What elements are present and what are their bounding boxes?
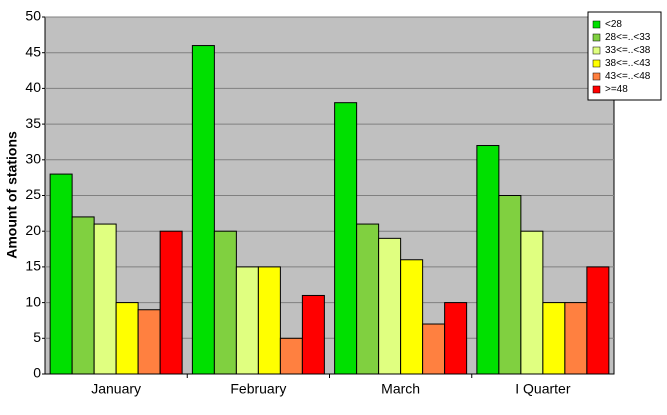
bar bbox=[400, 259, 424, 375]
bar bbox=[498, 195, 522, 375]
y-tick-label: 45 bbox=[25, 43, 41, 59]
bar bbox=[542, 302, 566, 375]
y-tick-label: 30 bbox=[25, 151, 41, 167]
y-tick-label: 20 bbox=[25, 222, 41, 238]
y-tick-label: 5 bbox=[33, 329, 41, 345]
bar bbox=[49, 173, 73, 375]
legend-label: <28 bbox=[605, 19, 622, 30]
y-tick-label: 35 bbox=[25, 115, 41, 131]
bar bbox=[444, 302, 468, 375]
bar bbox=[586, 266, 610, 375]
bar bbox=[356, 223, 380, 375]
y-tick-label: 50 bbox=[25, 8, 41, 24]
legend-label: 33<=..<38 bbox=[605, 45, 651, 56]
y-tick-label: 15 bbox=[25, 258, 41, 274]
y-tick-label: 10 bbox=[25, 293, 41, 309]
y-tick-label: 0 bbox=[33, 365, 41, 381]
bar bbox=[235, 266, 259, 375]
legend-swatch bbox=[592, 59, 601, 68]
legend-swatch bbox=[592, 46, 601, 55]
bar bbox=[191, 45, 215, 375]
x-tick-label: January bbox=[91, 381, 141, 397]
legend-swatch bbox=[592, 20, 601, 29]
bar bbox=[301, 294, 325, 375]
legend-swatch bbox=[592, 85, 601, 94]
bar bbox=[279, 337, 303, 375]
x-tick-label: March bbox=[381, 381, 420, 397]
y-tick-label: 40 bbox=[25, 79, 41, 95]
legend-label: 43<=..<48 bbox=[605, 71, 651, 82]
bar bbox=[213, 230, 237, 375]
bar bbox=[257, 266, 281, 375]
x-tick-label: I Quarter bbox=[515, 381, 571, 397]
legend: <28 28<=..<33 33<=..<38 38<=..<43 43<=..<48 >… bbox=[587, 11, 662, 101]
legend-swatch bbox=[592, 33, 601, 42]
legend-swatch bbox=[592, 72, 601, 81]
legend-label: 28<=..<33 bbox=[605, 32, 651, 43]
y-axis-label: Amount of stations bbox=[4, 131, 20, 259]
legend-label: >=48 bbox=[605, 84, 628, 95]
bar bbox=[422, 323, 446, 375]
bar bbox=[71, 216, 95, 375]
legend-label: 38<=..<43 bbox=[605, 58, 651, 69]
bar bbox=[137, 309, 161, 375]
y-tick-label: 25 bbox=[25, 186, 41, 202]
bar bbox=[476, 145, 500, 375]
bar bbox=[93, 223, 117, 375]
bar bbox=[378, 237, 402, 375]
bar bbox=[334, 102, 358, 375]
bar bbox=[115, 302, 139, 375]
bar bbox=[564, 302, 588, 375]
bar bbox=[159, 230, 183, 375]
bar bbox=[520, 230, 544, 375]
x-tick-label: February bbox=[230, 381, 286, 397]
